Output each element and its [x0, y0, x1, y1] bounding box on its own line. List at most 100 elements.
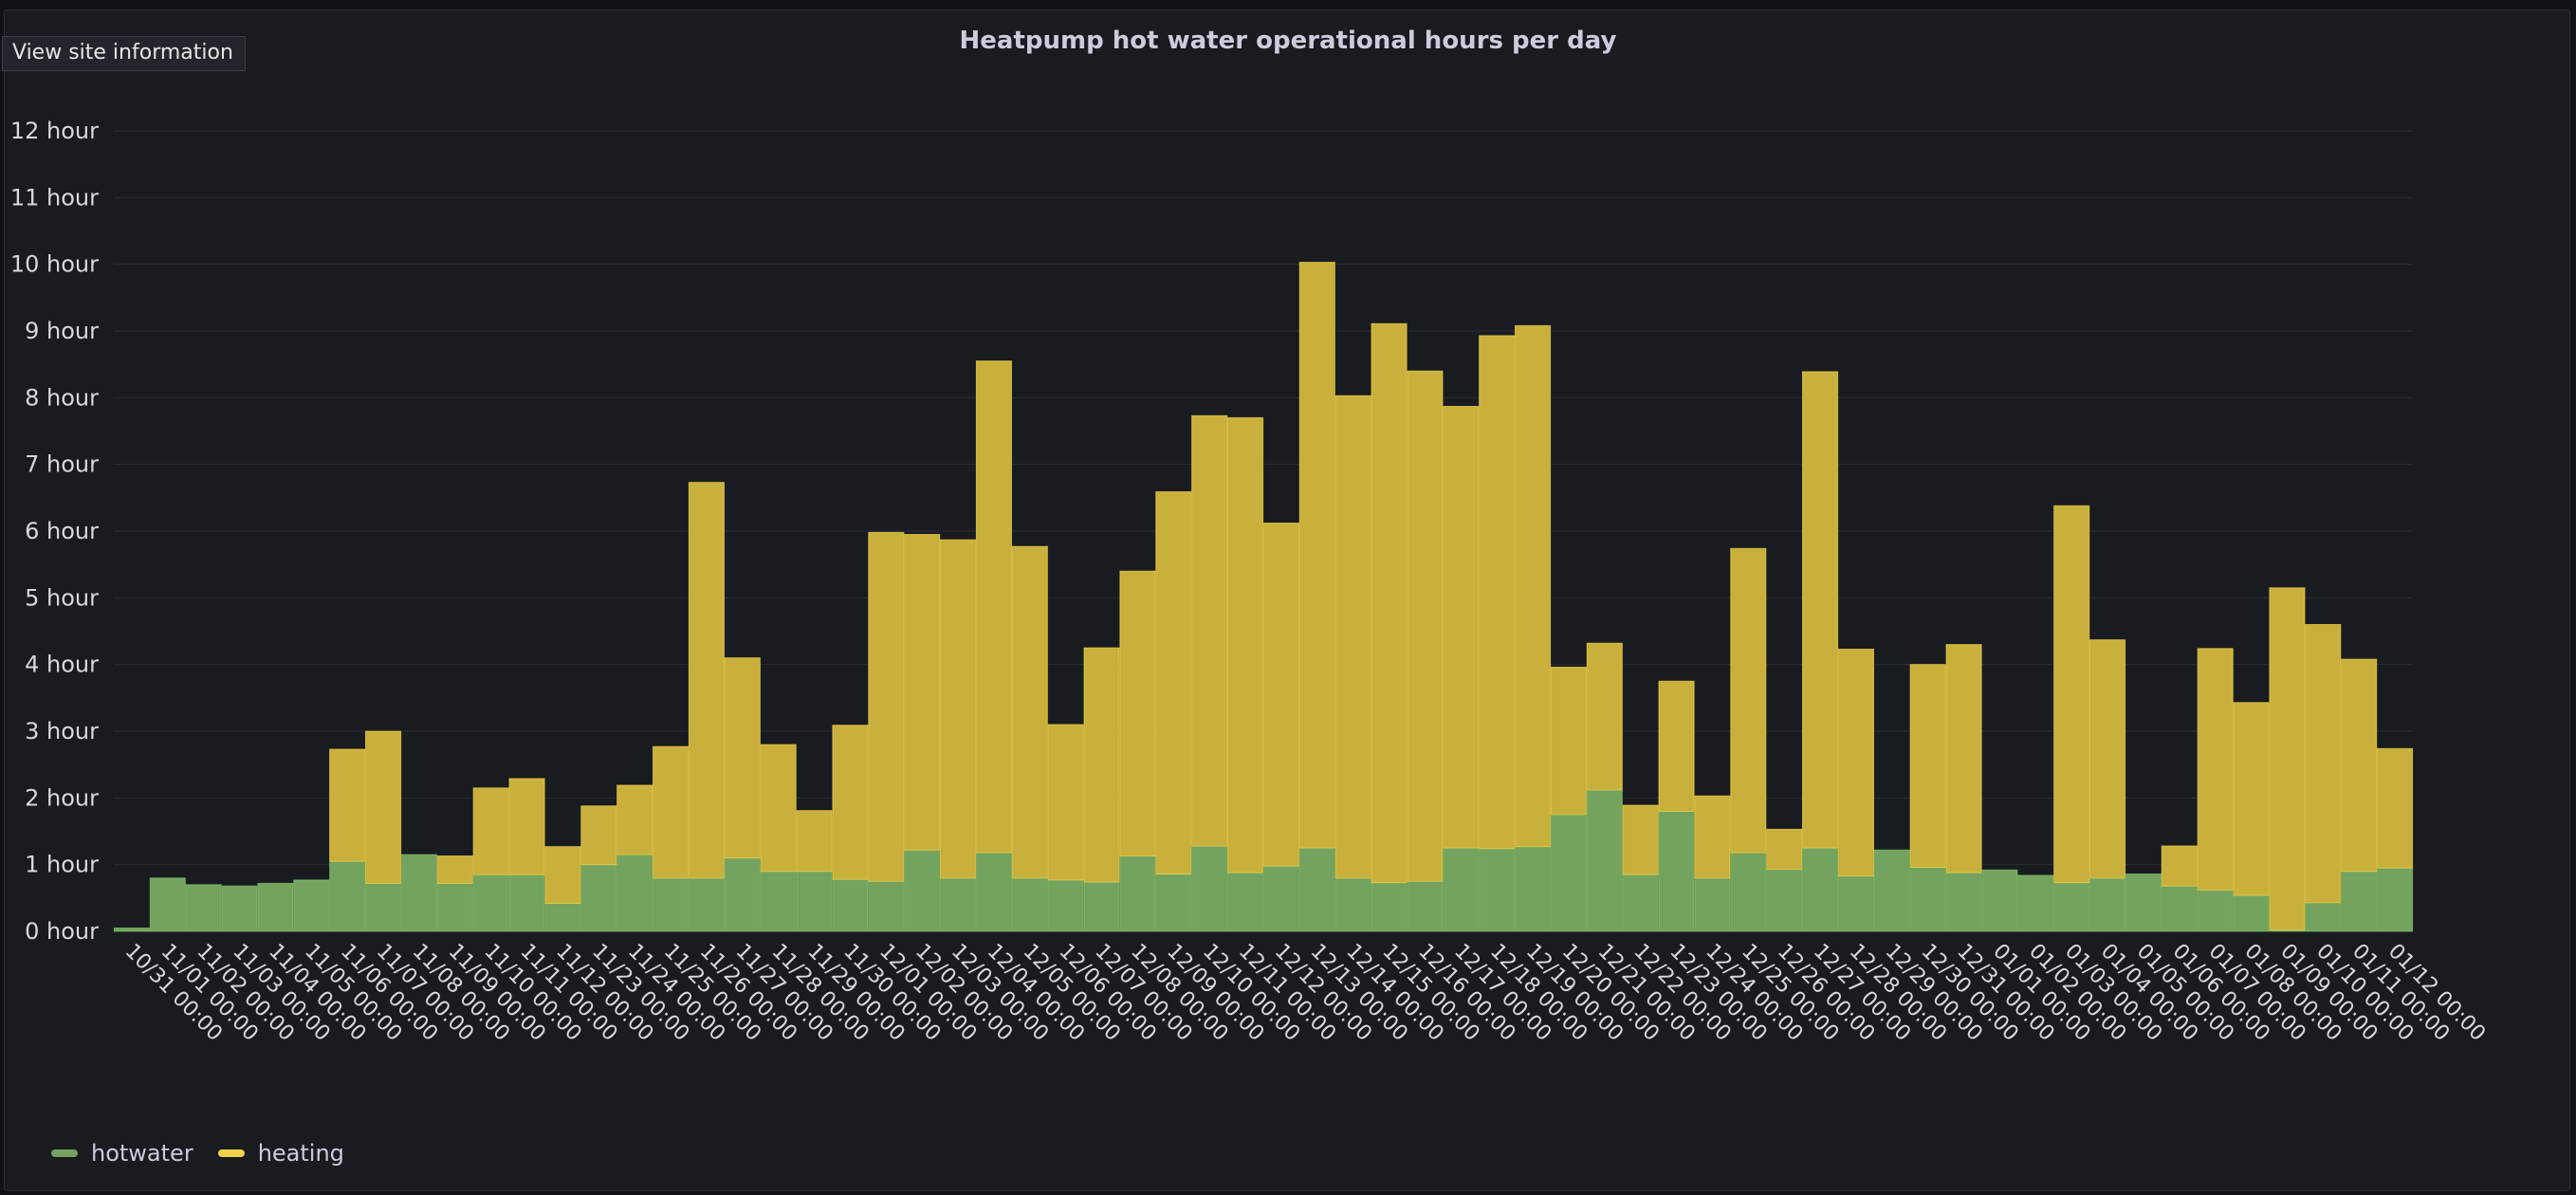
heating-bar: [2053, 505, 2090, 884]
legend-item-hotwater[interactable]: hotwater: [51, 1140, 193, 1167]
legend-label-heating: heating: [257, 1140, 344, 1167]
hotwater-bar: [293, 879, 330, 932]
hotwater-bar: [1407, 880, 1444, 932]
heating-bar: [1155, 491, 1192, 875]
heating-bar: [2197, 648, 2234, 891]
heating-bar: [1119, 570, 1156, 857]
chart-title: Heatpump hot water operational hours per…: [959, 27, 1617, 55]
heating-bar: [1945, 644, 1982, 873]
heating-bar: [1298, 262, 1335, 849]
heating-bar: [1550, 666, 1587, 816]
heating-bar: [1909, 664, 1946, 868]
heating-bar: [616, 784, 653, 855]
hotwater-bar: [1658, 810, 1695, 932]
heating-bar: [365, 730, 402, 884]
heating-bar: [1802, 371, 1839, 849]
heating-bar: [1766, 828, 1803, 871]
hotwater-bar: [975, 852, 1012, 932]
hotwater-bar: [113, 927, 150, 932]
heating-bar: [688, 482, 725, 879]
hotwater-bar: [1227, 872, 1264, 932]
heating-bar: [1443, 405, 1480, 849]
hotwater-bar: [2161, 885, 2198, 932]
heating-bar: [1837, 648, 1874, 877]
heating-bar: [796, 810, 833, 873]
hotwater-bar: [2053, 882, 2090, 932]
heating-bar: [1011, 545, 1048, 879]
heating-bar: [940, 539, 977, 879]
y-tick-label: 7 hour: [25, 451, 99, 478]
hotwater-swatch-icon: [51, 1149, 78, 1157]
y-tick-label: 6 hour: [25, 518, 99, 544]
hotwater-bar: [2341, 871, 2378, 932]
heating-bar: [1191, 414, 1228, 847]
heating-bar: [508, 778, 545, 875]
hotwater-bar: [1550, 814, 1587, 932]
hotwater-bar: [1730, 852, 1767, 932]
heating-bar: [760, 744, 797, 873]
hotwater-bar: [1191, 845, 1228, 932]
hotwater-bar: [1766, 869, 1803, 932]
legend-label-hotwater: hotwater: [91, 1140, 193, 1167]
heating-bar: [1334, 395, 1371, 879]
view-site-information-button[interactable]: View site information: [2, 36, 246, 71]
hotwater-bar: [580, 864, 617, 932]
hotwater-bar: [2017, 874, 2054, 932]
hotwater-bar: [1479, 848, 1516, 932]
hotwater-bar: [2197, 889, 2234, 932]
heating-bar: [1047, 724, 1084, 881]
heating-swatch-icon: [217, 1149, 245, 1157]
hotwater-bar: [2125, 873, 2162, 932]
y-tick-label: 0 hour: [25, 918, 99, 945]
hotwater-bar: [688, 877, 725, 932]
heating-bar: [1658, 680, 1695, 812]
hotwater-bar: [365, 882, 402, 932]
legend-item-heating[interactable]: heating: [217, 1140, 344, 1167]
hotwater-bar: [1515, 846, 1552, 932]
heating-bar: [1730, 547, 1767, 854]
hotwater-bar: [1047, 879, 1084, 932]
hotwater-bar: [1622, 873, 1659, 932]
hotwater-bar: [2305, 902, 2342, 932]
heating-bar: [1622, 804, 1659, 875]
hotwater-bar: [508, 873, 545, 932]
hotwater-bar: [1371, 882, 1408, 932]
hotwater-bar: [724, 857, 761, 932]
hotwater-bar: [1909, 866, 1946, 932]
hotwater-bar: [1981, 869, 2018, 932]
hotwater-bar: [1443, 847, 1480, 932]
heating-bar: [2269, 587, 2306, 931]
hotwater-bar: [760, 871, 797, 932]
heating-bar: [724, 657, 761, 859]
hotwater-bar: [1011, 877, 1048, 932]
hotwater-bar: [1298, 847, 1335, 932]
hotwater-bar: [149, 877, 186, 932]
heating-bar: [544, 846, 581, 904]
hotwater-bar: [616, 854, 653, 932]
heating-bar: [472, 787, 509, 875]
y-tick-label: 8 hour: [25, 384, 99, 411]
heating-bar: [2089, 639, 2126, 879]
heating-bar: [904, 534, 941, 851]
hotwater-bar: [832, 878, 869, 932]
y-tick-label: 10 hour: [10, 251, 99, 278]
heating-bar: [975, 360, 1012, 854]
hotwater-bar: [1586, 789, 1623, 932]
hotwater-bar: [2377, 867, 2414, 932]
hotwater-bar: [436, 882, 473, 932]
hotwater-bar: [472, 873, 509, 932]
hotwater-bar: [400, 854, 437, 932]
heating-bar: [832, 725, 869, 880]
hotwater-bar: [221, 885, 258, 932]
hotwater-bar: [940, 877, 977, 932]
heating-bar: [1407, 370, 1444, 882]
hotwater-bar: [653, 877, 690, 932]
hotwater-bar: [1119, 855, 1156, 932]
y-tick-label: 1 hour: [25, 852, 99, 878]
heating-bar: [2377, 747, 2414, 869]
heating-bar: [1371, 322, 1408, 884]
heating-bar: [329, 748, 366, 862]
hotwater-bar: [1837, 875, 1874, 932]
y-tick-label: 11 hour: [10, 184, 99, 211]
